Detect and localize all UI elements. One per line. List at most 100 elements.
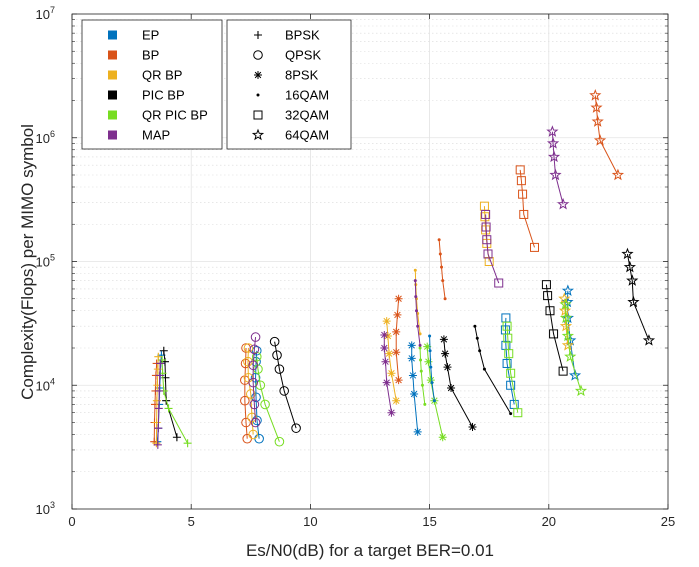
data-point [591,115,604,127]
series-line [252,337,257,423]
legend-marker [254,71,262,79]
data-point [441,279,445,283]
data-point [546,136,560,149]
data-point [247,412,257,423]
data-point [513,408,523,418]
data-point [243,343,254,353]
data-point [153,381,162,390]
data-point [392,348,401,357]
series-qr-pic-bp-16qam [418,346,427,406]
data-point [248,429,258,440]
series-bp-8psk [392,294,403,385]
data-point [590,101,603,113]
data-point [414,309,418,313]
y-tick-label: 106 [36,129,55,146]
data-point [291,423,301,433]
series-map-16qam [413,279,422,347]
legend-label: 64QAM [285,128,329,143]
data-point [443,297,447,301]
data-point [549,329,559,339]
data-point [543,291,553,301]
data-point [152,396,161,405]
data-point [393,310,402,319]
data-point [518,189,528,199]
data-point [423,402,427,406]
data-point [150,400,159,409]
data-point [509,412,513,416]
series-map-8psk [380,330,396,417]
data-point [438,252,442,256]
data-point [440,265,444,269]
data-point [502,358,512,368]
data-point [382,317,391,326]
legend-swatch [108,130,117,140]
data-point [387,369,396,378]
data-point [564,350,577,362]
x-tick-label: 0 [68,514,75,529]
data-point [547,150,561,163]
data-point [269,336,280,347]
x-tick-label: 25 [661,514,675,529]
data-point [387,408,396,417]
x-tick-label: 10 [303,514,317,529]
data-point [248,360,258,371]
data-point [589,88,602,101]
legend-marker [256,93,260,97]
data-point [561,329,574,342]
data-point [568,369,582,381]
data-point [439,335,448,344]
y-tick-label: 104 [36,376,55,393]
data-point [413,427,422,436]
legend: EP BP QR BP PIC BP QR PIC BP MAP BPSK QPSK 8PSK 1… [81,19,352,150]
data-point [483,249,493,259]
legend-swatch [108,50,117,60]
data-point [438,433,447,442]
legend-label: PIC BP [142,88,185,103]
data-point [558,366,568,376]
data-point [428,349,432,353]
data-point [392,327,401,336]
data-point [381,357,390,366]
data-point [424,357,433,366]
series-pic-bp-32qam [541,280,568,376]
data-point [164,404,173,413]
data-point [413,279,417,283]
data-point [240,395,250,406]
data-point [481,222,491,232]
data-point [380,330,389,339]
data-point [380,343,389,352]
legend-label: 16QAM [285,88,329,103]
data-point [545,306,555,316]
data-point [152,439,161,448]
data-point [432,399,436,403]
data-point [420,383,424,387]
data-point [416,324,420,328]
legend-swatch [108,70,117,80]
data-point [419,369,423,373]
x-axis-label: Es/N0(dB) for a target BER=0.01 [246,541,494,560]
series-map-64qam [546,125,570,210]
data-point [408,371,417,380]
series-line [255,350,260,439]
series-line [563,298,569,346]
data-point [623,260,636,273]
x-tick-label: 15 [422,514,436,529]
legend-algorithm-box [81,19,223,150]
data-point [443,363,452,372]
data-point [529,242,539,252]
data-point [414,295,418,299]
legend-swatch [108,90,117,100]
data-point [249,344,260,355]
data-point [559,297,572,310]
series-layer [150,88,656,449]
series-qr-bp-8psk [382,317,401,405]
data-point [481,209,491,219]
series-pic-bp-8psk [439,335,477,431]
data-point [626,274,639,286]
data-point [558,292,571,304]
data-point [251,392,261,403]
data-point [593,134,607,146]
data-point [418,343,422,347]
data-point [559,319,573,332]
